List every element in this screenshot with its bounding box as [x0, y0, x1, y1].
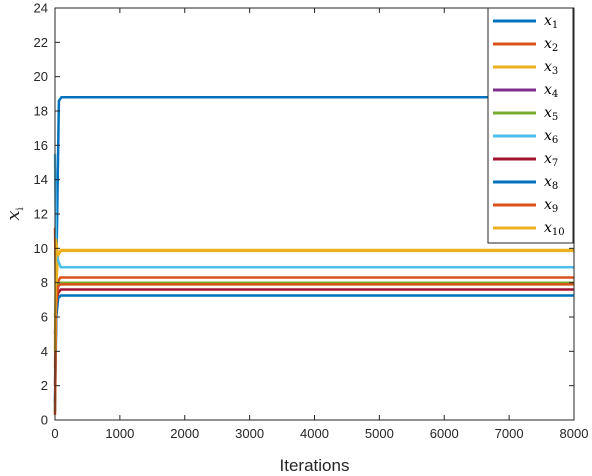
series-line-x7: [53, 288, 574, 386]
x-tick-label: 1000: [105, 426, 134, 441]
x-tick-label: 5000: [365, 426, 394, 441]
legend-entry-x3: x3: [544, 59, 558, 77]
series-line-x10: [53, 238, 574, 352]
legend-entry-x9: x9: [544, 197, 558, 215]
legend: x1 x2 x3 x4 x5 x6 x7 x8 x9 x10: [487, 7, 574, 244]
legend-entry-x8: x8: [544, 174, 558, 192]
y-tick-label: 4: [41, 344, 48, 359]
series-line-x5: [53, 281, 574, 318]
x-tick-label: 0: [51, 426, 58, 441]
x-tick-label: 6000: [430, 426, 459, 441]
x-tick-label: 4000: [300, 426, 329, 441]
x-axis-label: Iterations: [280, 456, 350, 475]
y-tick-label: 24: [34, 1, 48, 16]
y-tick-label: 16: [34, 138, 48, 153]
y-axis-label-base: x: [3, 211, 24, 221]
legend-entry-x5: x5: [544, 105, 558, 123]
y-tick-label: 8: [41, 275, 48, 290]
y-tick-label: 12: [34, 207, 48, 222]
series-layer: [53, 96, 574, 415]
y-axis-label-subscript: i: [15, 207, 26, 210]
legend-entry-x7: x7: [544, 151, 558, 169]
legend-entry-x10: x10: [544, 220, 565, 238]
legend-entry-x6: x6: [544, 128, 558, 146]
x-tick-label: 3000: [235, 426, 264, 441]
series-line-x6: [53, 153, 574, 269]
x-tick-label: 2000: [170, 426, 199, 441]
legend-entry-x2: x2: [544, 36, 558, 54]
y-tick-label: 0: [41, 413, 48, 428]
y-axis-label: xi: [3, 207, 26, 220]
y-tick-label: 2: [41, 378, 48, 393]
series-line-x9: [53, 283, 574, 415]
y-tick-label: 6: [41, 310, 48, 325]
axis-ticks: 0 1000 2000 3000 4000 5000 6000 7000 80000246810…: [34, 1, 589, 442]
legend-entry-x1: x1: [544, 13, 558, 31]
legend-entry-x4: x4: [544, 82, 558, 100]
y-tick-label: 22: [34, 35, 48, 50]
y-tick-label: 20: [34, 69, 48, 84]
y-tick-label: 14: [34, 172, 48, 187]
x-tick-label: 7000: [495, 426, 524, 441]
y-tick-label: 18: [34, 104, 48, 119]
y-tick-label: 10: [34, 241, 48, 256]
x-tick-label: 8000: [560, 426, 589, 441]
series-line-x8: [53, 294, 574, 403]
